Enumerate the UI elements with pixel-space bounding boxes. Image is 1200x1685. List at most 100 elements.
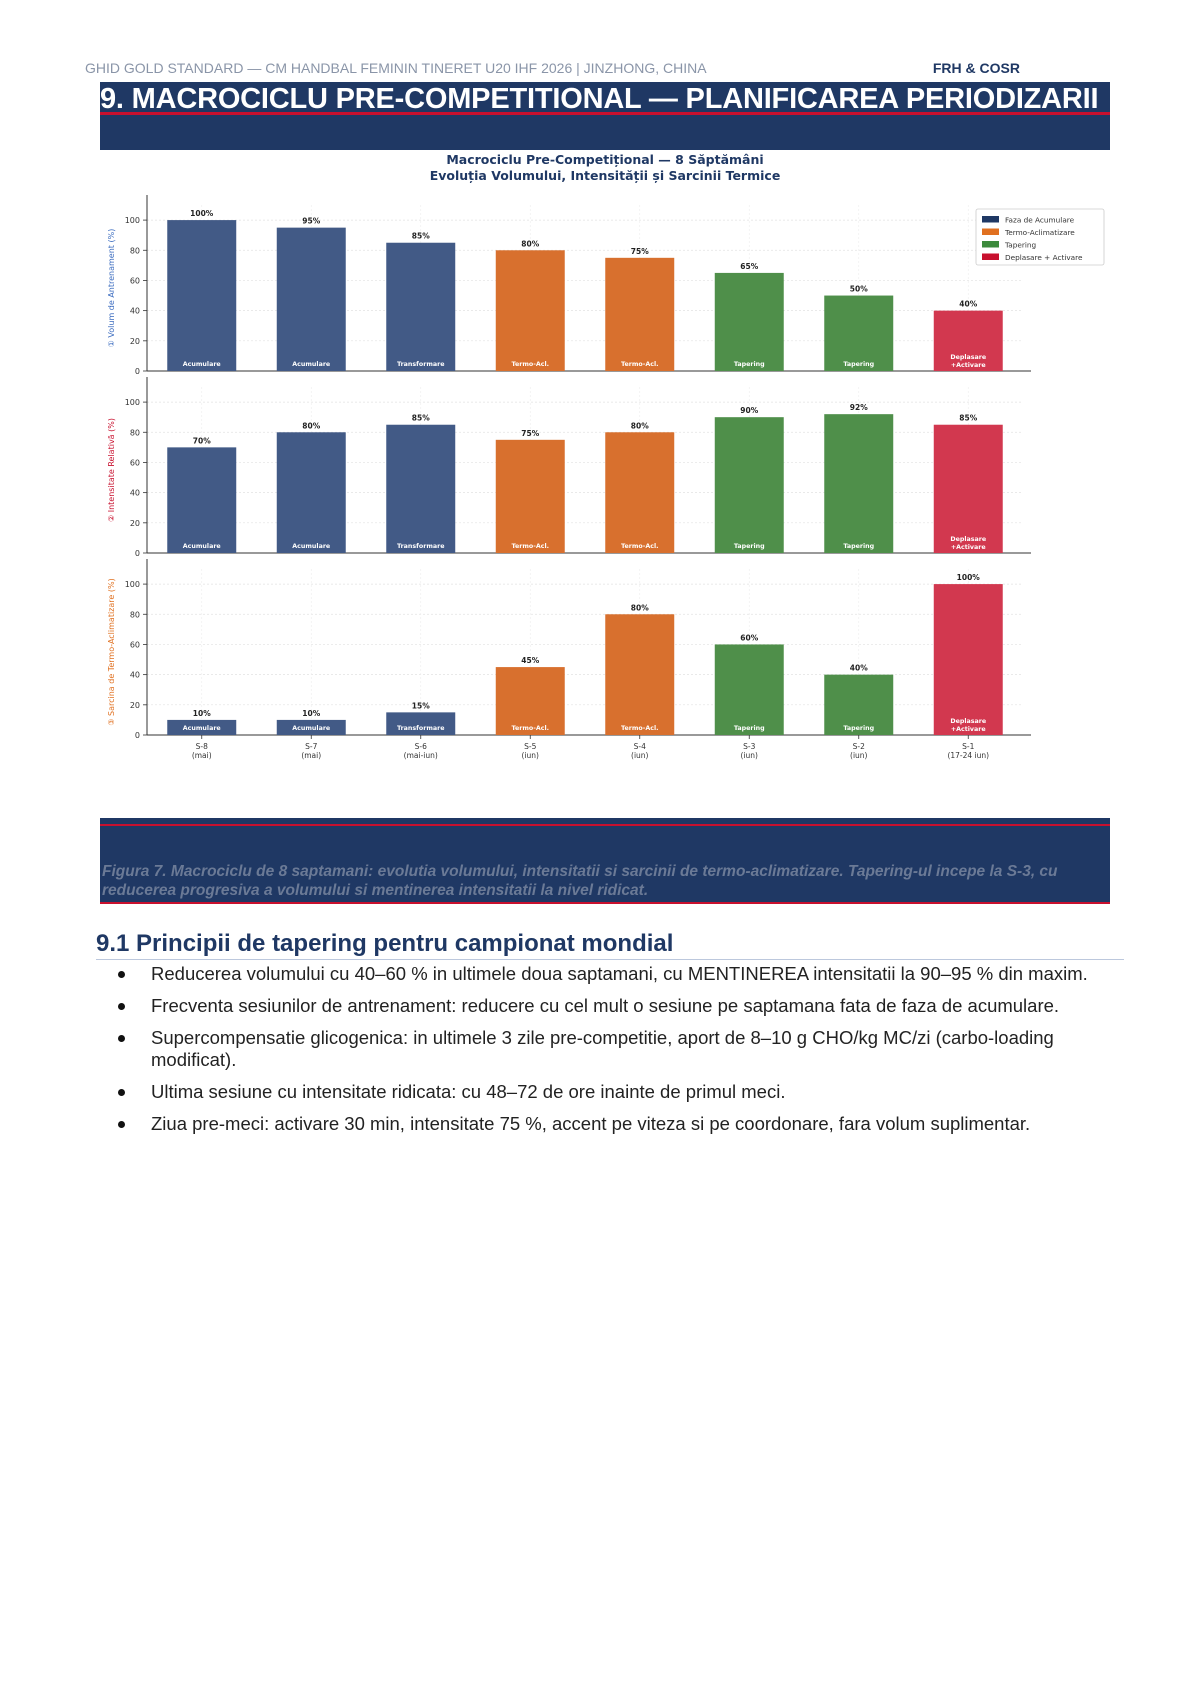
chart-legend: Faza de Acumulare Termo-Aclimatizare Taper…	[975, 208, 1105, 266]
data-label: 80%	[631, 603, 649, 612]
x-tick-note: (iun)	[522, 751, 540, 760]
subsection-title: 9.1 Principii de tapering pentru campion…	[96, 930, 674, 957]
chart-panel-3: 0 20 40 60 80 100 ③ Sarcina de Termo-Aclimatiz…	[107, 559, 1031, 760]
x-tick-label: S-1	[962, 742, 974, 751]
bar	[495, 250, 565, 371]
x-tick-note: (mai)	[301, 751, 321, 760]
y-tick-label: 20	[130, 701, 140, 710]
phase-label: +Activare	[951, 544, 986, 551]
list-item: Supercompensatie glicogenica: in ultimel…	[118, 1027, 1123, 1071]
bar	[495, 439, 565, 553]
bullet-icon	[118, 1003, 125, 1010]
legend-swatch	[982, 241, 999, 248]
bar	[933, 310, 1003, 371]
data-label: 85%	[412, 232, 430, 241]
data-label: 40%	[850, 664, 868, 673]
phase-label: Deplasare	[950, 536, 986, 543]
chart-panel-2: 0 20 40 60 80 100 ② Intensitate Relativă (%) 70…	[107, 377, 1031, 558]
bar	[714, 272, 784, 371]
legend-box	[975, 208, 1105, 266]
list-item: Reducerea volumului cu 40–60 % in ultime…	[118, 963, 1123, 985]
running-header-title: GHID GOLD STANDARD — CM HANDBAL FEMININ …	[85, 60, 707, 76]
data-label: 75%	[521, 429, 539, 438]
bar	[167, 719, 237, 735]
phase-label: Transformare	[397, 543, 445, 550]
phase-label: Acumulare	[292, 361, 330, 368]
phase-label: Tapering	[843, 361, 874, 368]
figure: Macrociclu Pre-Competițional — 8 Săptămâ…	[100, 150, 1110, 820]
bar	[824, 414, 894, 553]
bullet-icon	[118, 1035, 125, 1042]
data-label: 65%	[740, 262, 758, 271]
y-tick-label: 40	[130, 671, 140, 680]
y-tick-label: 0	[135, 549, 140, 558]
y-tick-label: 60	[130, 276, 140, 285]
y-tick-label: 0	[135, 367, 140, 376]
bar	[933, 424, 1003, 553]
y-tick-label: 60	[130, 458, 140, 467]
phase-label: Acumulare	[292, 543, 330, 550]
y-tick-label: 60	[130, 640, 140, 649]
phase-label: +Activare	[951, 362, 986, 369]
bar	[605, 257, 675, 371]
bar	[605, 432, 675, 553]
phase-label: Termo-Acl.	[512, 361, 550, 368]
phase-label: Transformare	[397, 361, 445, 368]
x-tick-label: S-6	[415, 742, 427, 751]
list-item: Frecventa sesiunilor de antrenament: red…	[118, 995, 1123, 1017]
phase-label: Termo-Acl.	[621, 361, 659, 368]
x-tick-note: (iun)	[631, 751, 649, 760]
y-tick-label: 100	[125, 216, 140, 225]
legend-label: Faza de Acumulare	[1005, 216, 1075, 225]
phase-label: Acumulare	[183, 725, 221, 732]
x-tick-label: S-7	[305, 742, 317, 751]
y-tick-label: 80	[130, 246, 140, 255]
y-tick-label: 20	[130, 519, 140, 528]
x-tick-note: (mai)	[192, 751, 212, 760]
bar	[824, 295, 894, 371]
section-title: 9. MACROCICLU PRE-COMPETITIONAL — PLANIF…	[100, 83, 1099, 115]
y-tick-label: 0	[135, 731, 140, 740]
phase-label: Acumulare	[183, 361, 221, 368]
bar	[714, 644, 784, 735]
chart-title: Macrociclu Pre-Competițional — 8 Săptămâ…	[446, 152, 763, 167]
tapering-principles-list: Reducerea volumului cu 40–60 % in ultime…	[118, 963, 1123, 1145]
chart-panels: 0 20 40 60 80 100 ① Volum de Antrenament (%) 10…	[107, 195, 1031, 760]
y-tick-label: 80	[130, 610, 140, 619]
data-label: 85%	[959, 414, 977, 423]
macrocycle-chart: Macrociclu Pre-Competițional — 8 Săptămâ…	[107, 152, 1105, 760]
bar	[386, 424, 456, 553]
data-label: 10%	[193, 709, 211, 718]
data-label: 80%	[302, 421, 320, 430]
section-title-underline	[100, 112, 1110, 115]
legend-label: Tapering	[1004, 241, 1036, 250]
bar	[495, 667, 565, 735]
running-header-organization: FRH & COSR	[932, 60, 1020, 76]
phase-label: Tapering	[734, 543, 765, 550]
bar	[276, 227, 346, 371]
y-axis-label: ② Intensitate Relativă (%)	[107, 418, 116, 522]
x-tick-label: S-5	[524, 742, 536, 751]
data-label: 90%	[740, 406, 758, 415]
y-tick-label: 100	[125, 398, 140, 407]
bar	[276, 432, 346, 553]
data-label: 10%	[302, 709, 320, 718]
data-label: 70%	[193, 436, 211, 445]
data-label: 60%	[740, 633, 758, 642]
x-tick-note: (iun)	[741, 751, 759, 760]
bar	[386, 712, 456, 735]
x-tick-label: S-2	[853, 742, 865, 751]
figure-caption-band: Figura 7. Macrociclu de 8 saptamani: evo…	[100, 818, 1110, 904]
data-label: 80%	[521, 239, 539, 248]
data-label: 100%	[190, 209, 214, 218]
y-tick-label: 100	[125, 580, 140, 589]
data-label: 15%	[412, 701, 430, 710]
phase-label: Tapering	[734, 361, 765, 368]
legend-swatch	[982, 253, 999, 260]
chart-subtitle: Evoluția Volumului, Intensității și Sarc…	[430, 168, 781, 183]
data-label: 45%	[521, 656, 539, 665]
bullet-icon	[118, 1089, 125, 1096]
legend-label: Termo-Aclimatizare	[1004, 228, 1075, 237]
legend-swatch	[982, 228, 999, 235]
phase-label: Acumulare	[183, 543, 221, 550]
